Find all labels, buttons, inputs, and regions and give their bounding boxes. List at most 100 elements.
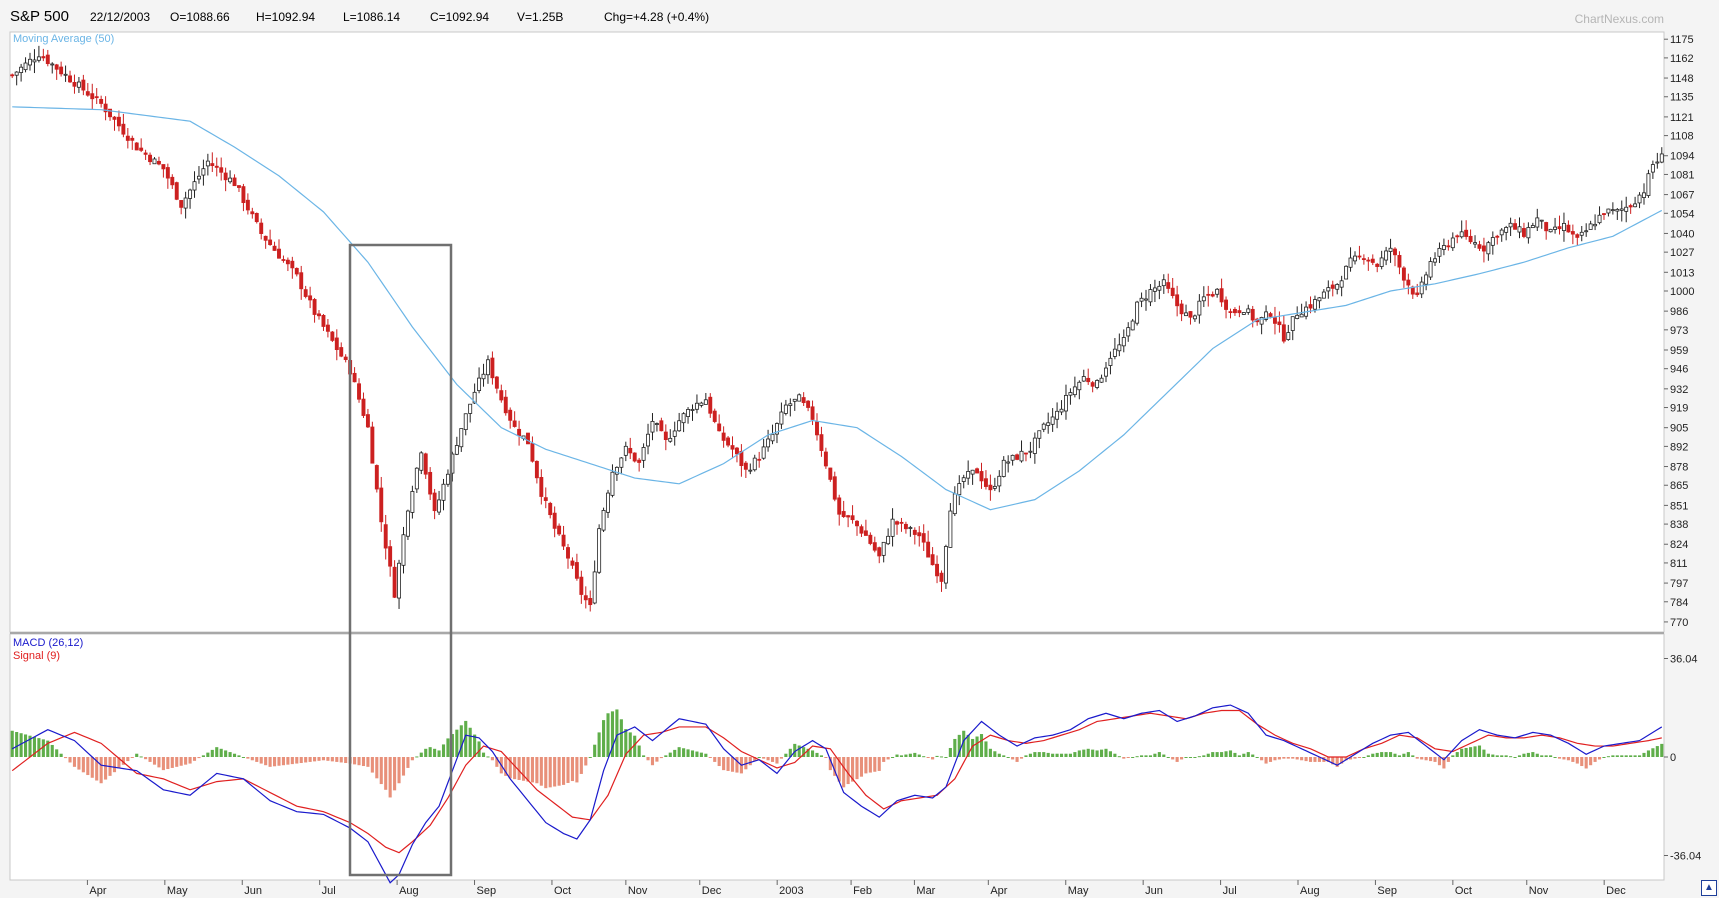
candle-body — [312, 299, 317, 315]
macd-histogram-bar — [490, 757, 494, 761]
macd-histogram-bar — [713, 757, 717, 762]
macd-histogram-bar — [557, 757, 561, 786]
candle-body — [579, 576, 584, 595]
macd-histogram-bar — [1104, 748, 1108, 757]
candle-body — [543, 497, 548, 501]
macd-histogram-bar — [1228, 750, 1233, 757]
macd-histogram-bar — [606, 713, 610, 757]
candle-body — [1330, 284, 1335, 289]
candle-body — [863, 530, 868, 536]
candle-body — [1388, 247, 1393, 252]
macd-histogram-bar — [1531, 752, 1535, 757]
candle-body — [268, 239, 273, 246]
macd-histogram-bar — [1509, 756, 1513, 758]
candle-body — [992, 485, 997, 489]
candle-body — [1237, 310, 1242, 314]
macd-histogram-bar — [664, 755, 668, 757]
x-tick-label: Nov — [628, 885, 648, 897]
macd-histogram-bar — [210, 749, 214, 757]
macd-histogram-bar — [370, 757, 374, 773]
macd-histogram-bar — [922, 756, 926, 758]
macd-histogram-bar — [655, 757, 659, 762]
macd-histogram-bar — [28, 735, 32, 757]
macd-histogram-bar — [766, 757, 770, 761]
candle-body — [325, 324, 330, 332]
candle-body — [112, 116, 117, 120]
macd-histogram-bar — [259, 757, 263, 764]
price-y-tick-label: 1148 — [1670, 73, 1694, 85]
candle-body — [708, 396, 713, 414]
candle-body — [210, 163, 215, 167]
macd-histogram-bar — [886, 757, 890, 760]
candle-body — [508, 409, 513, 421]
macd-histogram-bar — [237, 755, 241, 757]
macd-histogram-bar — [530, 757, 534, 783]
macd-histogram-bar — [1375, 752, 1379, 757]
macd-histogram-bar — [1140, 755, 1144, 757]
candle-body — [1659, 153, 1664, 163]
macd-histogram-bar — [330, 757, 334, 762]
scroll-up-button[interactable]: ▲ — [1701, 880, 1717, 896]
candle-body — [1219, 288, 1224, 303]
macd-histogram-bar — [1566, 757, 1570, 761]
macd-histogram-bar — [219, 748, 223, 757]
candle-body — [957, 483, 962, 496]
macd-histogram-bar — [188, 757, 192, 764]
candle-body — [250, 211, 255, 215]
macd-histogram-bar — [1073, 752, 1077, 757]
macd-histogram-bar — [539, 757, 543, 786]
candle-body — [397, 562, 402, 599]
candle-body — [1344, 265, 1349, 280]
macd-histogram-bar — [1380, 752, 1384, 757]
candle-body — [948, 510, 953, 548]
candle-body — [1619, 208, 1624, 211]
macd-histogram-bar — [815, 752, 819, 757]
candle-body — [1108, 357, 1113, 366]
price-y-tick-label: 865 — [1670, 480, 1688, 492]
macd-histogram-bar — [361, 757, 366, 767]
candle-body — [263, 235, 268, 241]
candle-body — [966, 471, 971, 479]
candle-body — [343, 356, 348, 360]
macd-histogram-bar — [504, 757, 508, 776]
candle-body — [721, 432, 726, 441]
macd-histogram-bar — [793, 743, 797, 757]
candle-body — [895, 521, 899, 525]
candle-body — [334, 337, 339, 351]
candle-body — [228, 177, 233, 183]
candle-body — [677, 420, 682, 432]
macd-histogram-bar — [486, 756, 490, 758]
macd-histogram-bar — [686, 749, 690, 757]
candle-body — [445, 473, 450, 485]
macd-histogram-bar — [1451, 755, 1455, 757]
candle-body — [837, 497, 842, 515]
macd-histogram-bar — [1437, 757, 1442, 766]
candle-body — [526, 432, 530, 445]
candle-body — [192, 181, 197, 191]
macd-histogram-bar — [68, 757, 72, 763]
macd-histogram-bar — [610, 711, 615, 757]
macd-histogram-bar — [1517, 755, 1522, 757]
candle-body — [703, 399, 708, 405]
macd-histogram-bar — [899, 755, 904, 757]
candle-body — [1317, 297, 1322, 302]
candle-body — [383, 524, 388, 549]
candle-body — [1375, 263, 1380, 267]
price-y-tick-label: 1135 — [1670, 92, 1694, 104]
candle-body — [1628, 205, 1633, 208]
macd-histogram-bar — [384, 757, 388, 790]
macd-histogram-bar — [1389, 752, 1393, 757]
candle-body — [28, 58, 32, 66]
macd-histogram-bar — [1295, 757, 1299, 760]
candle-body — [534, 460, 539, 479]
macd-histogram-bar — [562, 757, 566, 785]
candle-body — [939, 572, 944, 582]
candle-body — [1490, 237, 1495, 246]
macd-histogram-bar — [1362, 757, 1366, 758]
candle-body — [259, 222, 264, 234]
candle-body — [926, 541, 931, 558]
macd-histogram-bar — [744, 757, 748, 770]
macd-histogram-bar — [895, 754, 899, 757]
candle-body — [1366, 259, 1371, 262]
